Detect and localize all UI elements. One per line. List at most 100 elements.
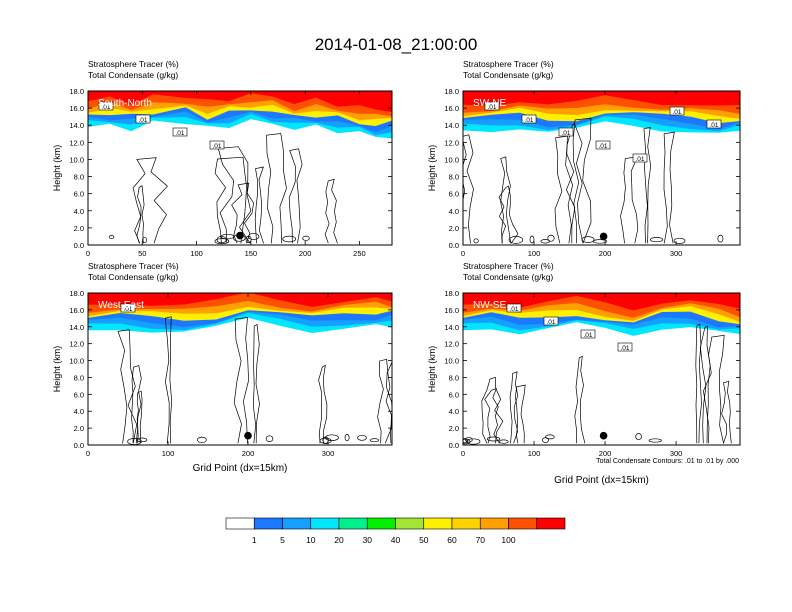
tracer-band — [88, 91, 392, 112]
tracer-band — [88, 293, 392, 307]
contour-label-box — [209, 140, 225, 150]
condensate-contour — [484, 388, 500, 444]
contour-label-box — [543, 316, 559, 326]
condensate-contour — [132, 157, 168, 244]
y-tick-label: 2.0 — [449, 224, 459, 233]
condensate-contour — [136, 437, 148, 443]
colorbar: 1 5 10 20 30 40 50 60 70 100 — [225, 517, 566, 545]
colorbar-swatch — [225, 517, 255, 530]
y-tick-label: 12.0 — [444, 340, 459, 349]
panel-title-condensate: Total Condensate (g/kg) — [463, 70, 553, 80]
y-tick-label: 4.0 — [449, 207, 459, 216]
condensate-contour — [357, 434, 367, 441]
condensate-contour — [318, 364, 328, 444]
condensate-contour — [581, 236, 595, 243]
condensate-contour — [302, 235, 310, 241]
condensate-contour — [481, 376, 504, 444]
x-tick-label: 0 — [86, 449, 90, 458]
contour-label-box — [172, 127, 188, 137]
y-tick-label: 18.0 — [69, 289, 84, 298]
condensate-contour — [650, 237, 664, 243]
x-tick-label: 300 — [670, 249, 683, 258]
contour-label: .01 — [672, 109, 681, 116]
condensate-contour — [648, 438, 662, 443]
y-tick-label: 8.0 — [449, 173, 459, 182]
condensate-contour — [574, 355, 586, 444]
y-axis-label: Height (km) — [52, 346, 62, 393]
y-tick-label: 4.0 — [74, 207, 84, 216]
panel-label: South-North — [98, 98, 152, 109]
contour-label-box — [580, 329, 596, 339]
y-axis-label: Height (km) — [427, 346, 437, 393]
condensate-contour — [721, 380, 732, 444]
y-axis-label: Height (km) — [427, 145, 437, 192]
plot-area: .01 — [88, 293, 392, 445]
contour-label-box — [617, 342, 633, 352]
y-tick-label: 12.0 — [444, 138, 459, 147]
contour-label: .01 — [123, 306, 132, 313]
colorbar-swatch — [253, 517, 283, 530]
contour-label-box — [595, 140, 611, 150]
condensate-contour — [324, 178, 338, 244]
colorbar-label: 20 — [334, 535, 344, 545]
x-tick-label: 200 — [242, 449, 255, 458]
y-tick-label: 8.0 — [449, 373, 459, 382]
condensate-contour — [547, 234, 555, 242]
y-tick-label: 12.0 — [69, 340, 84, 349]
condensate-contour — [117, 329, 138, 444]
condensate-contour — [131, 365, 142, 444]
contour-label: .01 — [101, 104, 110, 111]
panels: .01.01.01.01South-North0.02.04.06.08.010… — [52, 59, 741, 486]
condensate-contour — [324, 434, 339, 441]
condensate-contour — [377, 358, 392, 444]
y-tick-label: 6.0 — [74, 190, 84, 199]
location-marker — [244, 431, 252, 440]
colorbar-label: 60 — [447, 535, 457, 545]
x-tick-label: 100 — [528, 449, 541, 458]
condensate-contour — [370, 438, 379, 443]
x-tick-label: 300 — [670, 449, 683, 458]
condensate-contours — [117, 316, 392, 445]
condensate-contour — [142, 236, 148, 244]
colorbar-swatch — [310, 517, 340, 530]
x-tick-label: 0 — [461, 249, 465, 258]
x-tick-label: 200 — [599, 449, 612, 458]
y-tick-label: 4.0 — [449, 407, 459, 416]
condensate-contour — [233, 316, 249, 444]
y-axis-label: Height (km) — [52, 145, 62, 192]
condensate-contours — [463, 323, 732, 445]
colorbar-swatch — [282, 517, 312, 530]
y-tick-label: 16.0 — [69, 104, 84, 113]
y-tick-label: 18.0 — [444, 289, 459, 298]
y-tick-label: 2.0 — [74, 224, 84, 233]
x-tick-label: 200 — [599, 249, 612, 258]
x-tick-label: 300 — [322, 449, 335, 458]
condensate-contour — [214, 238, 230, 245]
colorbar-label: 40 — [391, 535, 401, 545]
contour-label: .01 — [524, 117, 533, 124]
condensate-contour — [515, 384, 526, 444]
condensate-contours — [463, 117, 724, 244]
y-tick-label: 14.0 — [69, 121, 84, 130]
panel-sw-ne: .01.01.01.01.01.01.01SW-NE0.02.04.06.08.… — [427, 59, 741, 258]
x-tick-label: 150 — [245, 249, 258, 258]
contour-label-box — [506, 303, 522, 313]
condensate-contour — [572, 117, 592, 244]
colorbar-label: 5 — [280, 535, 285, 545]
condensate-contour — [673, 237, 686, 244]
y-tick-label: 6.0 — [449, 190, 459, 199]
y-tick-label: 6.0 — [449, 390, 459, 399]
condensate-contour — [509, 371, 519, 444]
condensate-contour — [282, 235, 297, 243]
condensate-contour — [635, 433, 642, 441]
x-tick-label: 0 — [86, 249, 90, 258]
condensate-contour — [508, 236, 524, 244]
x-tick-label: 100 — [190, 249, 203, 258]
y-tick-label: 2.0 — [449, 424, 459, 433]
condensate-contour — [486, 436, 501, 442]
colorbar-swatch — [366, 517, 396, 530]
y-tick-label: 2.0 — [74, 424, 84, 433]
y-tick-label: 16.0 — [444, 306, 459, 315]
colorbar-swatch — [423, 517, 453, 530]
panel-title-tracer: Stratosphere Tracer (%) — [463, 261, 554, 271]
